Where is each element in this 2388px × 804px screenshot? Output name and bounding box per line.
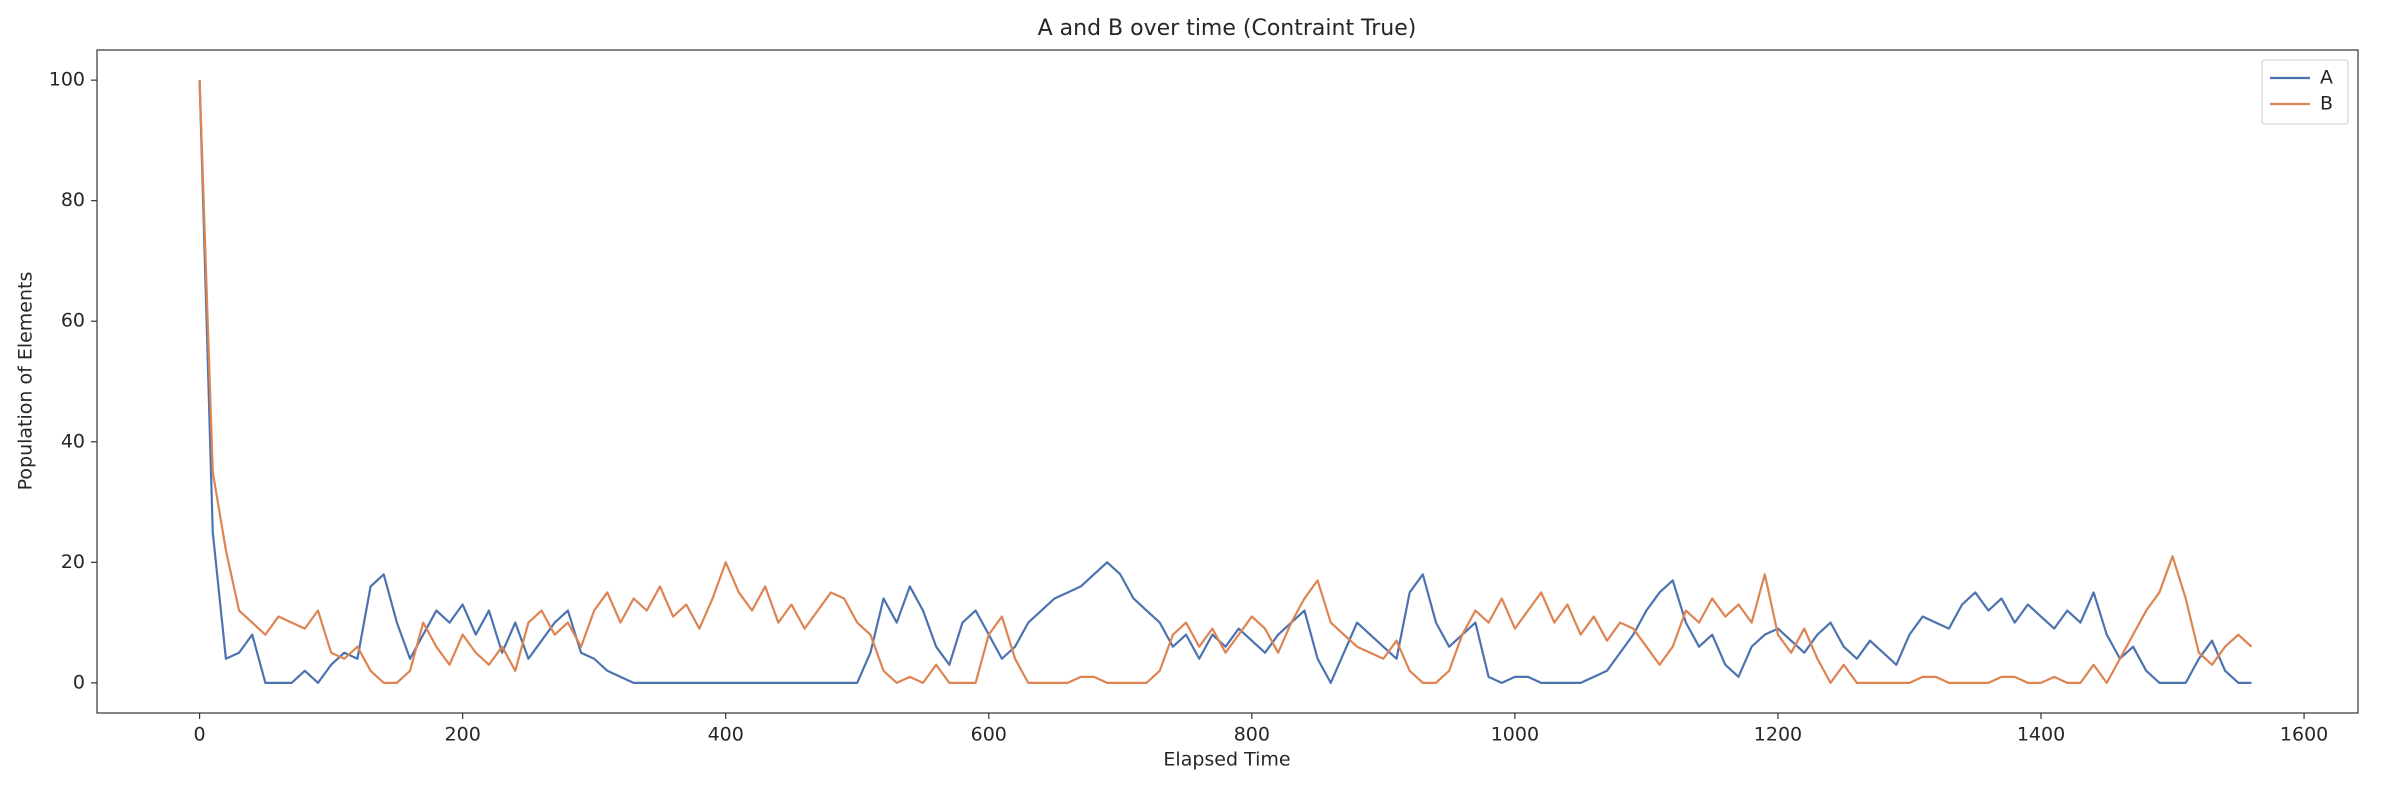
x-tick-label: 400 — [708, 724, 744, 746]
legend-label: B — [2320, 93, 2333, 115]
x-tick-label: 600 — [971, 724, 1007, 746]
x-tick-label: 1600 — [2280, 724, 2328, 746]
y-axis-label: Population of Elements — [15, 272, 37, 491]
plot-frame — [96, 49, 2359, 714]
series-line — [198, 80, 2253, 684]
y-tick-label: 40 — [61, 430, 85, 452]
x-axis-label: Elapsed Time — [1163, 749, 1290, 771]
x-tick-label: 0 — [194, 724, 206, 746]
x-tick-label: 200 — [445, 724, 481, 746]
y-tick-label: 0 — [73, 671, 85, 693]
x-tick-label: 1400 — [2017, 724, 2065, 746]
y-tick-label: 20 — [61, 551, 85, 573]
x-tick-label: 1200 — [1754, 724, 1802, 746]
chart-title: A and B over time (Contraint True) — [1038, 16, 1417, 41]
x-tick-label: 800 — [1234, 724, 1270, 746]
series-line — [198, 80, 2252, 684]
legend-box — [2261, 59, 2349, 125]
y-tick-label: 100 — [49, 69, 85, 91]
y-tick-label: 60 — [61, 310, 85, 332]
y-tick-label: 80 — [61, 189, 85, 211]
x-tick-label: 1000 — [1491, 724, 1539, 746]
legend-label: A — [2320, 67, 2333, 89]
